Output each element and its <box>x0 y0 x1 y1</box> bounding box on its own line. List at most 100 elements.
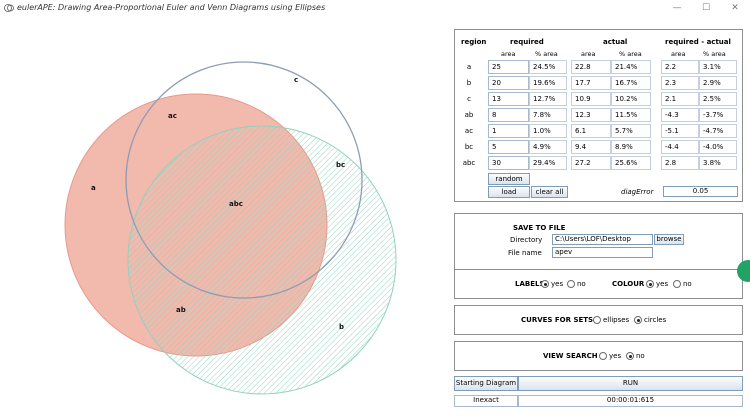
diff-pct-cell-abc: 3.8% <box>699 156 737 170</box>
labels-yes-radio[interactable] <box>541 280 549 288</box>
required-area-input-ab[interactable]: 8 <box>488 108 529 122</box>
minimize-button[interactable]: — <box>672 3 682 13</box>
row-label-b: b <box>466 79 472 87</box>
view-search-no-label: no <box>636 352 645 360</box>
diff-area-cell-bc: -4.4 <box>661 140 699 154</box>
view-search-no-radio[interactable] <box>626 352 634 360</box>
row-label-c: c <box>467 95 471 103</box>
curves-box: CURVES FOR SETS ellipses circles <box>454 305 743 335</box>
actual-area-cell-b: 17.7 <box>571 76 611 90</box>
actual-pct-cell-b: 16.7% <box>611 76 651 90</box>
regions-table-box: region required actual required - actual… <box>454 29 743 202</box>
directory-label: Directory <box>510 236 543 244</box>
row-label-ab: ab <box>464 111 474 119</box>
browse-button[interactable]: browse <box>654 234 684 245</box>
region-label-ab: ab <box>176 306 186 314</box>
diff-area-cell-abc: 2.8 <box>661 156 699 170</box>
diff-pct-subheader: % area <box>703 50 726 58</box>
status-field: Inexact <box>454 395 518 407</box>
random-button[interactable]: random <box>488 173 530 185</box>
actual-area-cell-a: 22.8 <box>571 60 611 74</box>
diff-area-cell-ab: -4.3 <box>661 108 699 122</box>
curves-heading: CURVES FOR SETS <box>521 316 594 324</box>
set-c-circle <box>125 61 363 299</box>
curves-circles-radio[interactable] <box>634 316 642 324</box>
actual-pct-cell-ac: 5.7% <box>611 124 651 138</box>
labels-no-radio[interactable] <box>567 280 575 288</box>
region-header: region <box>461 38 487 46</box>
labels-colour-box: LABELS yes no COLOUR yes no <box>454 269 743 299</box>
required-area-input-b[interactable]: 20 <box>488 76 529 90</box>
starting-diagram-button[interactable]: Starting Diagram <box>454 376 518 391</box>
region-label-bc: bc <box>336 161 345 169</box>
curves-ellipses-label: ellipses <box>603 316 630 324</box>
view-search-heading: VIEW SEARCH <box>543 352 598 360</box>
diff-pct-cell-c: 2.5% <box>699 92 737 106</box>
save-to-file-box: SAVE TO FILE Directory C:\Users\LOF\Desk… <box>454 213 743 276</box>
diag-error-label: diagError <box>621 188 654 196</box>
required-area-input-ac[interactable]: 1 <box>488 124 529 138</box>
euler-diagram: a b c ac bc abc ab <box>64 61 397 395</box>
labels-no-label: no <box>577 280 586 288</box>
actual-area-cell-abc: 27.2 <box>571 156 611 170</box>
diff-area-cell-b: 2.3 <box>661 76 699 90</box>
diff-area-subheader: area <box>671 50 686 58</box>
diag-error-field[interactable]: 0.05 <box>663 186 738 197</box>
required-area-input-c[interactable]: 13 <box>488 92 529 106</box>
colour-heading: COLOUR <box>612 280 645 288</box>
req-pct-subheader: % area <box>535 50 558 58</box>
row-label-ac: ac <box>464 127 474 135</box>
region-label-b: b <box>339 323 344 331</box>
required-area-input-a[interactable]: 25 <box>488 60 529 74</box>
app-icon <box>4 4 14 12</box>
actual-header: actual <box>603 38 628 46</box>
region-label-ac: ac <box>168 112 177 120</box>
required-area-input-abc[interactable]: 30 <box>488 156 529 170</box>
curves-ellipses-radio[interactable] <box>593 316 601 324</box>
actual-area-cell-bc: 9.4 <box>571 140 611 154</box>
filename-label: File name <box>508 249 542 257</box>
required-pct-cell-ac: 1.0% <box>529 124 567 138</box>
colour-yes-radio[interactable] <box>646 280 654 288</box>
diff-header: required - actual <box>665 38 731 46</box>
colour-yes-label: yes <box>656 280 669 288</box>
diff-area-cell-ac: -5.1 <box>661 124 699 138</box>
diff-pct-cell-a: 3.1% <box>699 60 737 74</box>
maximize-button[interactable]: ☐ <box>701 3 711 13</box>
req-area-subheader: area <box>501 50 516 58</box>
actual-pct-cell-ab: 11.5% <box>611 108 651 122</box>
required-pct-cell-a: 24.5% <box>529 60 567 74</box>
view-search-yes-radio[interactable] <box>599 352 607 360</box>
diagram-canvas[interactable]: a b c ac bc abc ab <box>0 18 448 419</box>
required-pct-cell-abc: 29.4% <box>529 156 567 170</box>
region-label-a: a <box>91 184 96 192</box>
view-search-box: VIEW SEARCH yes no <box>454 341 743 371</box>
required-header: required <box>510 38 544 46</box>
load-button[interactable]: load <box>488 186 530 198</box>
diff-pct-cell-ab: -3.7% <box>699 108 737 122</box>
colour-no-radio[interactable] <box>673 280 681 288</box>
labels-heading: LABELS <box>515 280 545 288</box>
required-area-input-bc[interactable]: 5 <box>488 140 529 154</box>
window-title: eulerAPE: Drawing Area-Proportional Eule… <box>17 3 326 12</box>
title-bar: eulerAPE: Drawing Area-Proportional Eule… <box>0 0 750 18</box>
colour-no-label: no <box>683 280 692 288</box>
row-label-abc: abc <box>462 159 476 167</box>
diff-pct-cell-bc: -4.0% <box>699 140 737 154</box>
chat-badge-icon[interactable] <box>737 260 750 282</box>
row-label-bc: bc <box>464 143 474 151</box>
diff-pct-cell-b: 2.9% <box>699 76 737 90</box>
run-button[interactable]: RUN <box>518 376 743 391</box>
filename-input[interactable]: apev <box>552 247 653 258</box>
curves-circles-label: circles <box>644 316 667 324</box>
clear-all-button[interactable]: clear all <box>531 186 568 198</box>
set-b-circle <box>127 125 397 395</box>
close-button[interactable]: ✕ <box>731 3 739 13</box>
required-pct-cell-bc: 4.9% <box>529 140 567 154</box>
region-label-abc: abc <box>229 200 243 208</box>
actual-pct-cell-c: 10.2% <box>611 92 651 106</box>
directory-input[interactable]: C:\Users\LOF\Desktop <box>552 234 653 245</box>
view-search-yes-label: yes <box>609 352 622 360</box>
save-heading: SAVE TO FILE <box>513 224 566 232</box>
elapsed-time-field: 00:00:01:615 <box>518 395 743 407</box>
